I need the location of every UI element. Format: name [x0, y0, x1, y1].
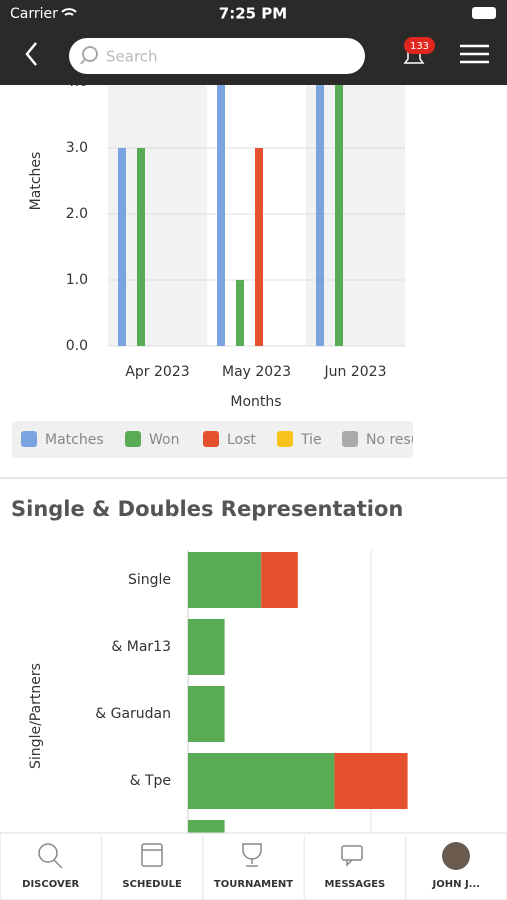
- x-tick-label: May 2023: [222, 364, 291, 380]
- x-tick-label: Apr 2023: [125, 364, 189, 380]
- legend-swatch: [21, 431, 37, 447]
- search-icon-handle: [80, 58, 86, 65]
- y-tick-label: Single: [128, 572, 171, 588]
- tab-icons: [38, 843, 363, 869]
- bar: [137, 148, 145, 346]
- y-tick-label: 1.0: [66, 272, 88, 288]
- header: Carrier 7:25 PM Search 133: [0, 0, 507, 85]
- avatar[interactable]: [442, 842, 470, 870]
- y-tick-label: & Tpe: [130, 773, 171, 789]
- legend-label: No result: [366, 432, 430, 448]
- clock: 7:25 PM: [219, 5, 287, 23]
- wifi-icon: [61, 8, 77, 16]
- legend-label: Matches: [45, 432, 104, 448]
- legend-swatch: [342, 431, 358, 447]
- y-tick-label: 0.0: [66, 338, 88, 354]
- badge: [404, 37, 435, 54]
- legend-swatch: [203, 431, 219, 447]
- legend-label: Won: [149, 432, 179, 448]
- y-tick-label: 2.0: [66, 206, 88, 222]
- bar-segment: [188, 552, 262, 608]
- legend-label: Tie: [300, 432, 322, 448]
- badge-count: 133: [410, 41, 429, 52]
- y-axis-label: Single/Partners: [28, 663, 44, 769]
- back-button[interactable]: [25, 42, 37, 66]
- bar-segment: [188, 619, 225, 675]
- bar: [255, 148, 263, 346]
- bar: [316, 16, 324, 346]
- tab-label[interactable]: SCHEDULE: [122, 879, 182, 890]
- tab-label[interactable]: TOURNAMENT: [214, 879, 293, 890]
- tab-label[interactable]: DISCOVER: [22, 879, 79, 890]
- bar-segment: [188, 686, 225, 742]
- legend-swatch: [277, 431, 293, 447]
- y-tick-label: & Garudan: [95, 706, 171, 722]
- bar: [236, 280, 244, 346]
- legend: Matches Won Lost Tie No result: [21, 431, 430, 448]
- y-tick-label: 3.0: [66, 140, 88, 156]
- tab-label[interactable]: MESSAGES: [325, 879, 386, 890]
- battery: [472, 7, 496, 19]
- bar-segment: [261, 552, 298, 608]
- bar: [118, 148, 126, 346]
- menu-button[interactable]: [460, 44, 489, 64]
- search-icon: [82, 46, 98, 62]
- x-axis-label: Months: [230, 394, 281, 410]
- x-tick-label: Jun 2023: [324, 364, 387, 380]
- search-placeholder: Search: [106, 48, 158, 66]
- legend-swatch: [125, 431, 141, 447]
- carrier: Carrier: [10, 6, 58, 22]
- tab-bar: DISCOVER SCHEDULE TOURNAMENT MESSAGES JOHN J…: [0, 832, 507, 900]
- y-axis-label: Matches: [28, 152, 44, 211]
- y-tick-label: & Mar13: [111, 639, 171, 655]
- bar: [335, 16, 343, 346]
- search-box[interactable]: [69, 38, 365, 74]
- bar-segment: [334, 753, 408, 809]
- chart-title: Single & Doubles Representation: [11, 497, 403, 521]
- tab-label[interactable]: JOHN J...: [432, 879, 481, 890]
- legend-label: Lost: [227, 432, 256, 448]
- bar-segment: [188, 753, 335, 809]
- bar: [217, 82, 225, 346]
